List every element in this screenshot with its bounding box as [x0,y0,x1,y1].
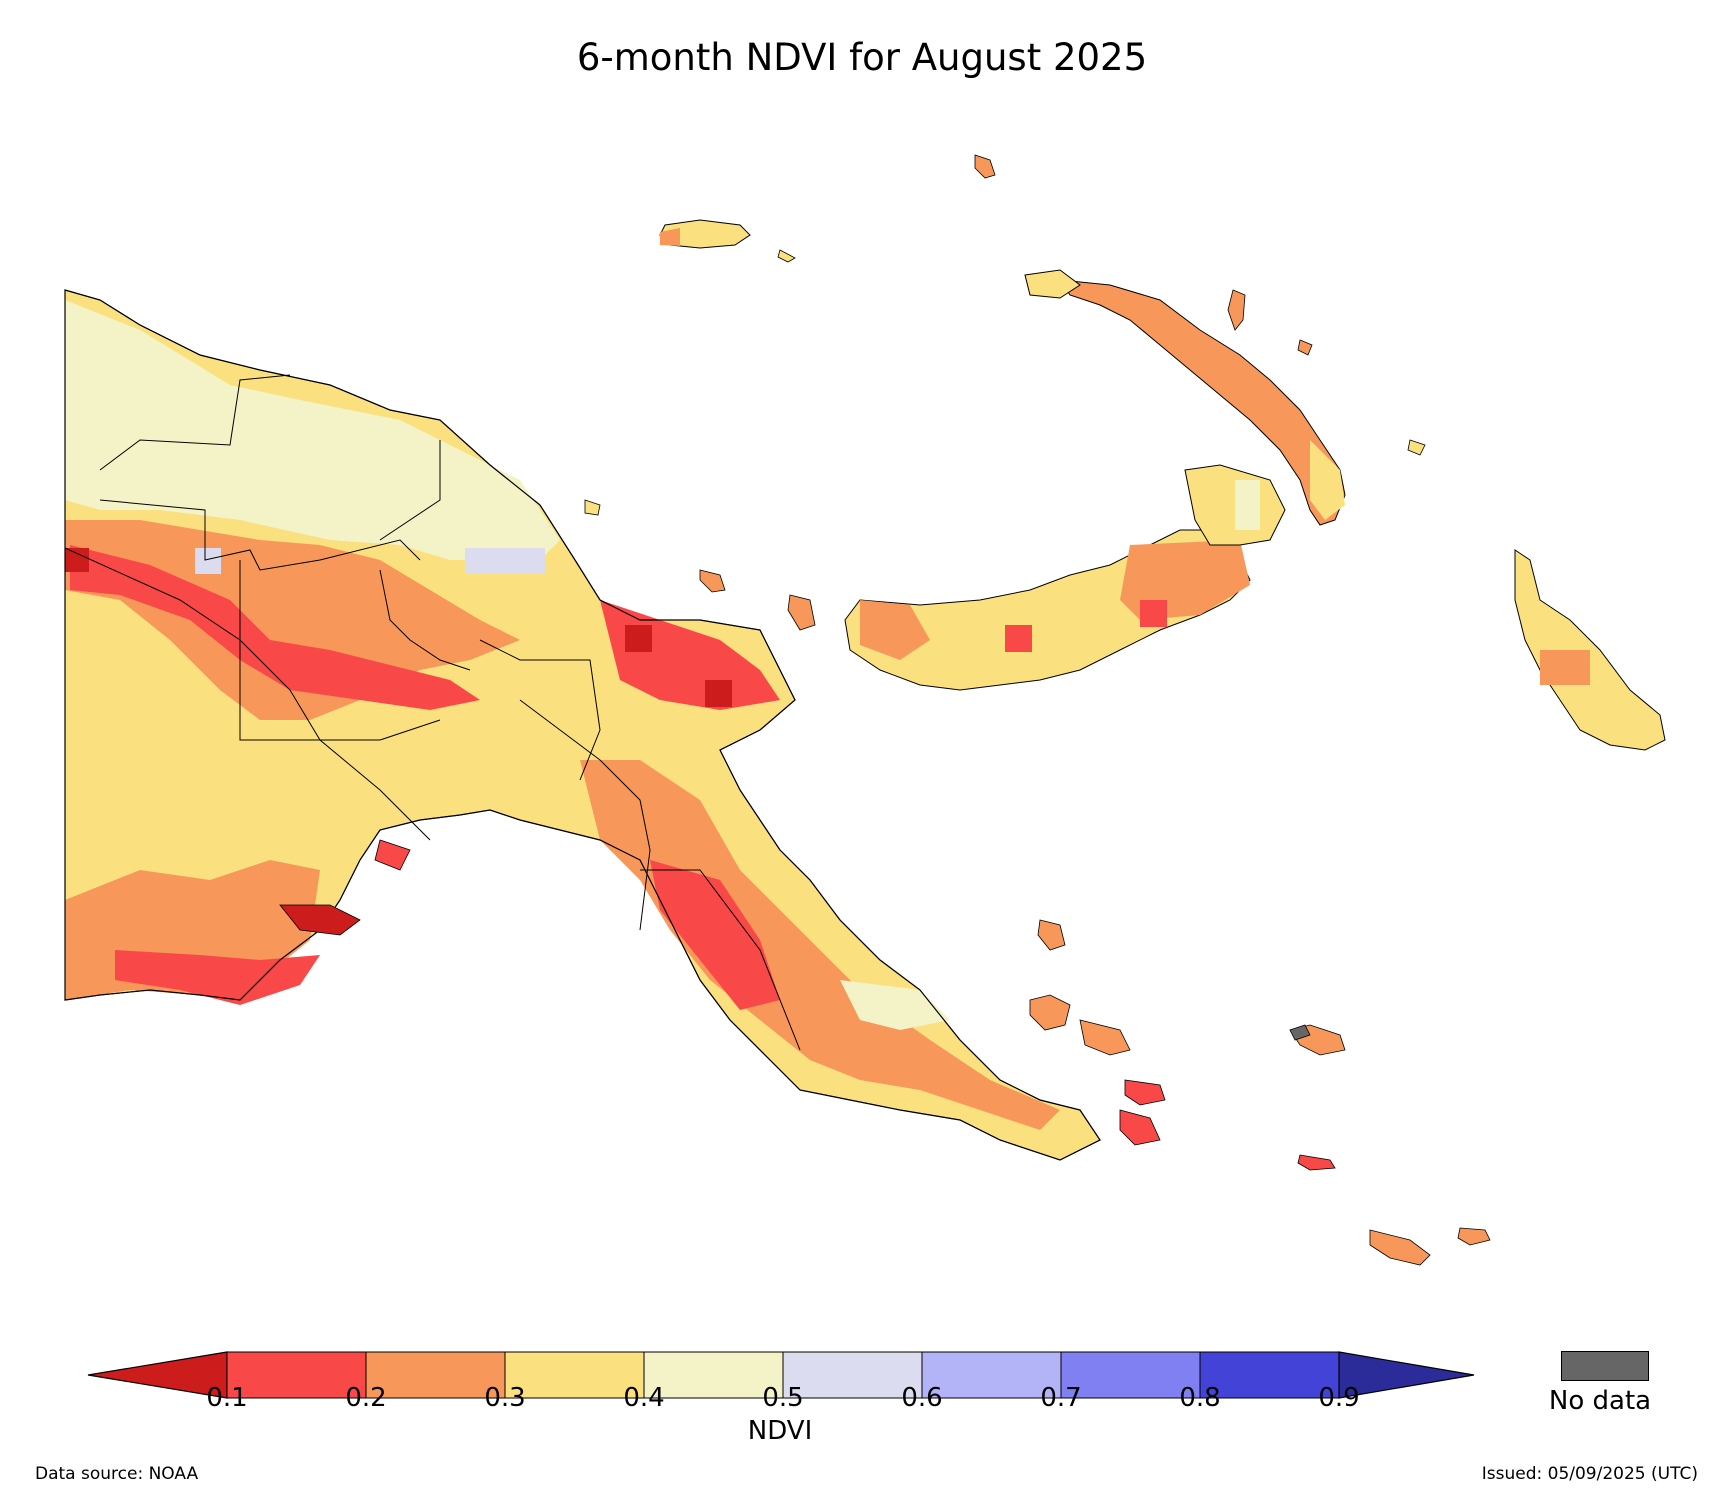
colorbar-tick-label: 0.6 [901,1383,943,1413]
mainland [64,289,1101,1161]
colorbar-bin-2 [365,1351,506,1399]
east-dark-red-cell-2 [705,680,732,707]
manus-orange-tip [660,228,680,246]
small-islands [584,154,1491,1266]
colorbar-tick-label: 0.8 [1179,1383,1221,1413]
province-boundaries [64,374,801,1051]
colorbar [87,1351,1475,1399]
data-source-note: Data source: NOAA [35,1464,199,1484]
new-britain-orange [860,600,930,660]
southeast-red [650,860,780,1010]
red-patches [70,545,480,710]
new-britain-red-2 [1140,600,1167,627]
nodata-swatch [1561,1351,1649,1381]
colorbar-bin-1 [226,1351,367,1399]
bougainville [1514,549,1666,751]
colorbar-tick-label: 0.4 [623,1383,665,1413]
southeast-orange [580,760,1060,1130]
colorbar-tick-label: 0.9 [1318,1383,1360,1413]
bougainville-orange [1540,650,1590,685]
manus [659,219,751,249]
new-britain-orange-east [1120,540,1250,620]
new-britain [844,464,1286,691]
nodata-label: No data [1548,1386,1652,1416]
new-britain-red-1 [1005,625,1032,652]
map-title: 6-month NDVI for August 2025 [576,36,1148,79]
colorbar-tick-label: 0.3 [484,1383,526,1413]
gazelle-pale [1235,480,1260,530]
southwest-red [115,950,320,1005]
colorbar-tick-label: 0.7 [1040,1383,1082,1413]
colorbar-bin-4 [643,1351,784,1399]
colorbar-label: NDVI [747,1416,813,1446]
colorbar-bin-5 [782,1351,923,1399]
lavender-cell [465,548,545,574]
colorbar-bin-3 [504,1351,645,1399]
colorbar-tick-label: 0.5 [762,1383,804,1413]
new-hanover [1024,269,1081,299]
mainland-outline [64,289,1101,1161]
colorbar-tick-label: 0.2 [345,1383,387,1413]
colorbar-bin-8 [1199,1351,1340,1399]
delta-islands [279,904,361,936]
dark-red-cell [65,548,89,572]
east-dark-red-cell [625,625,652,652]
colorbar-bin-6 [921,1351,1062,1399]
colorbar-tick-label: 0.1 [206,1383,248,1413]
lavender-cell-2 [195,548,221,574]
new-ireland-yellow-tip [1310,440,1345,520]
colorbar-extend-high [1338,1351,1475,1399]
pale-region-north [65,300,560,560]
delta-red [374,839,411,871]
new-ireland [1024,269,1346,526]
issued-note: Issued: 05/09/2025 (UTC) [1481,1464,1698,1484]
